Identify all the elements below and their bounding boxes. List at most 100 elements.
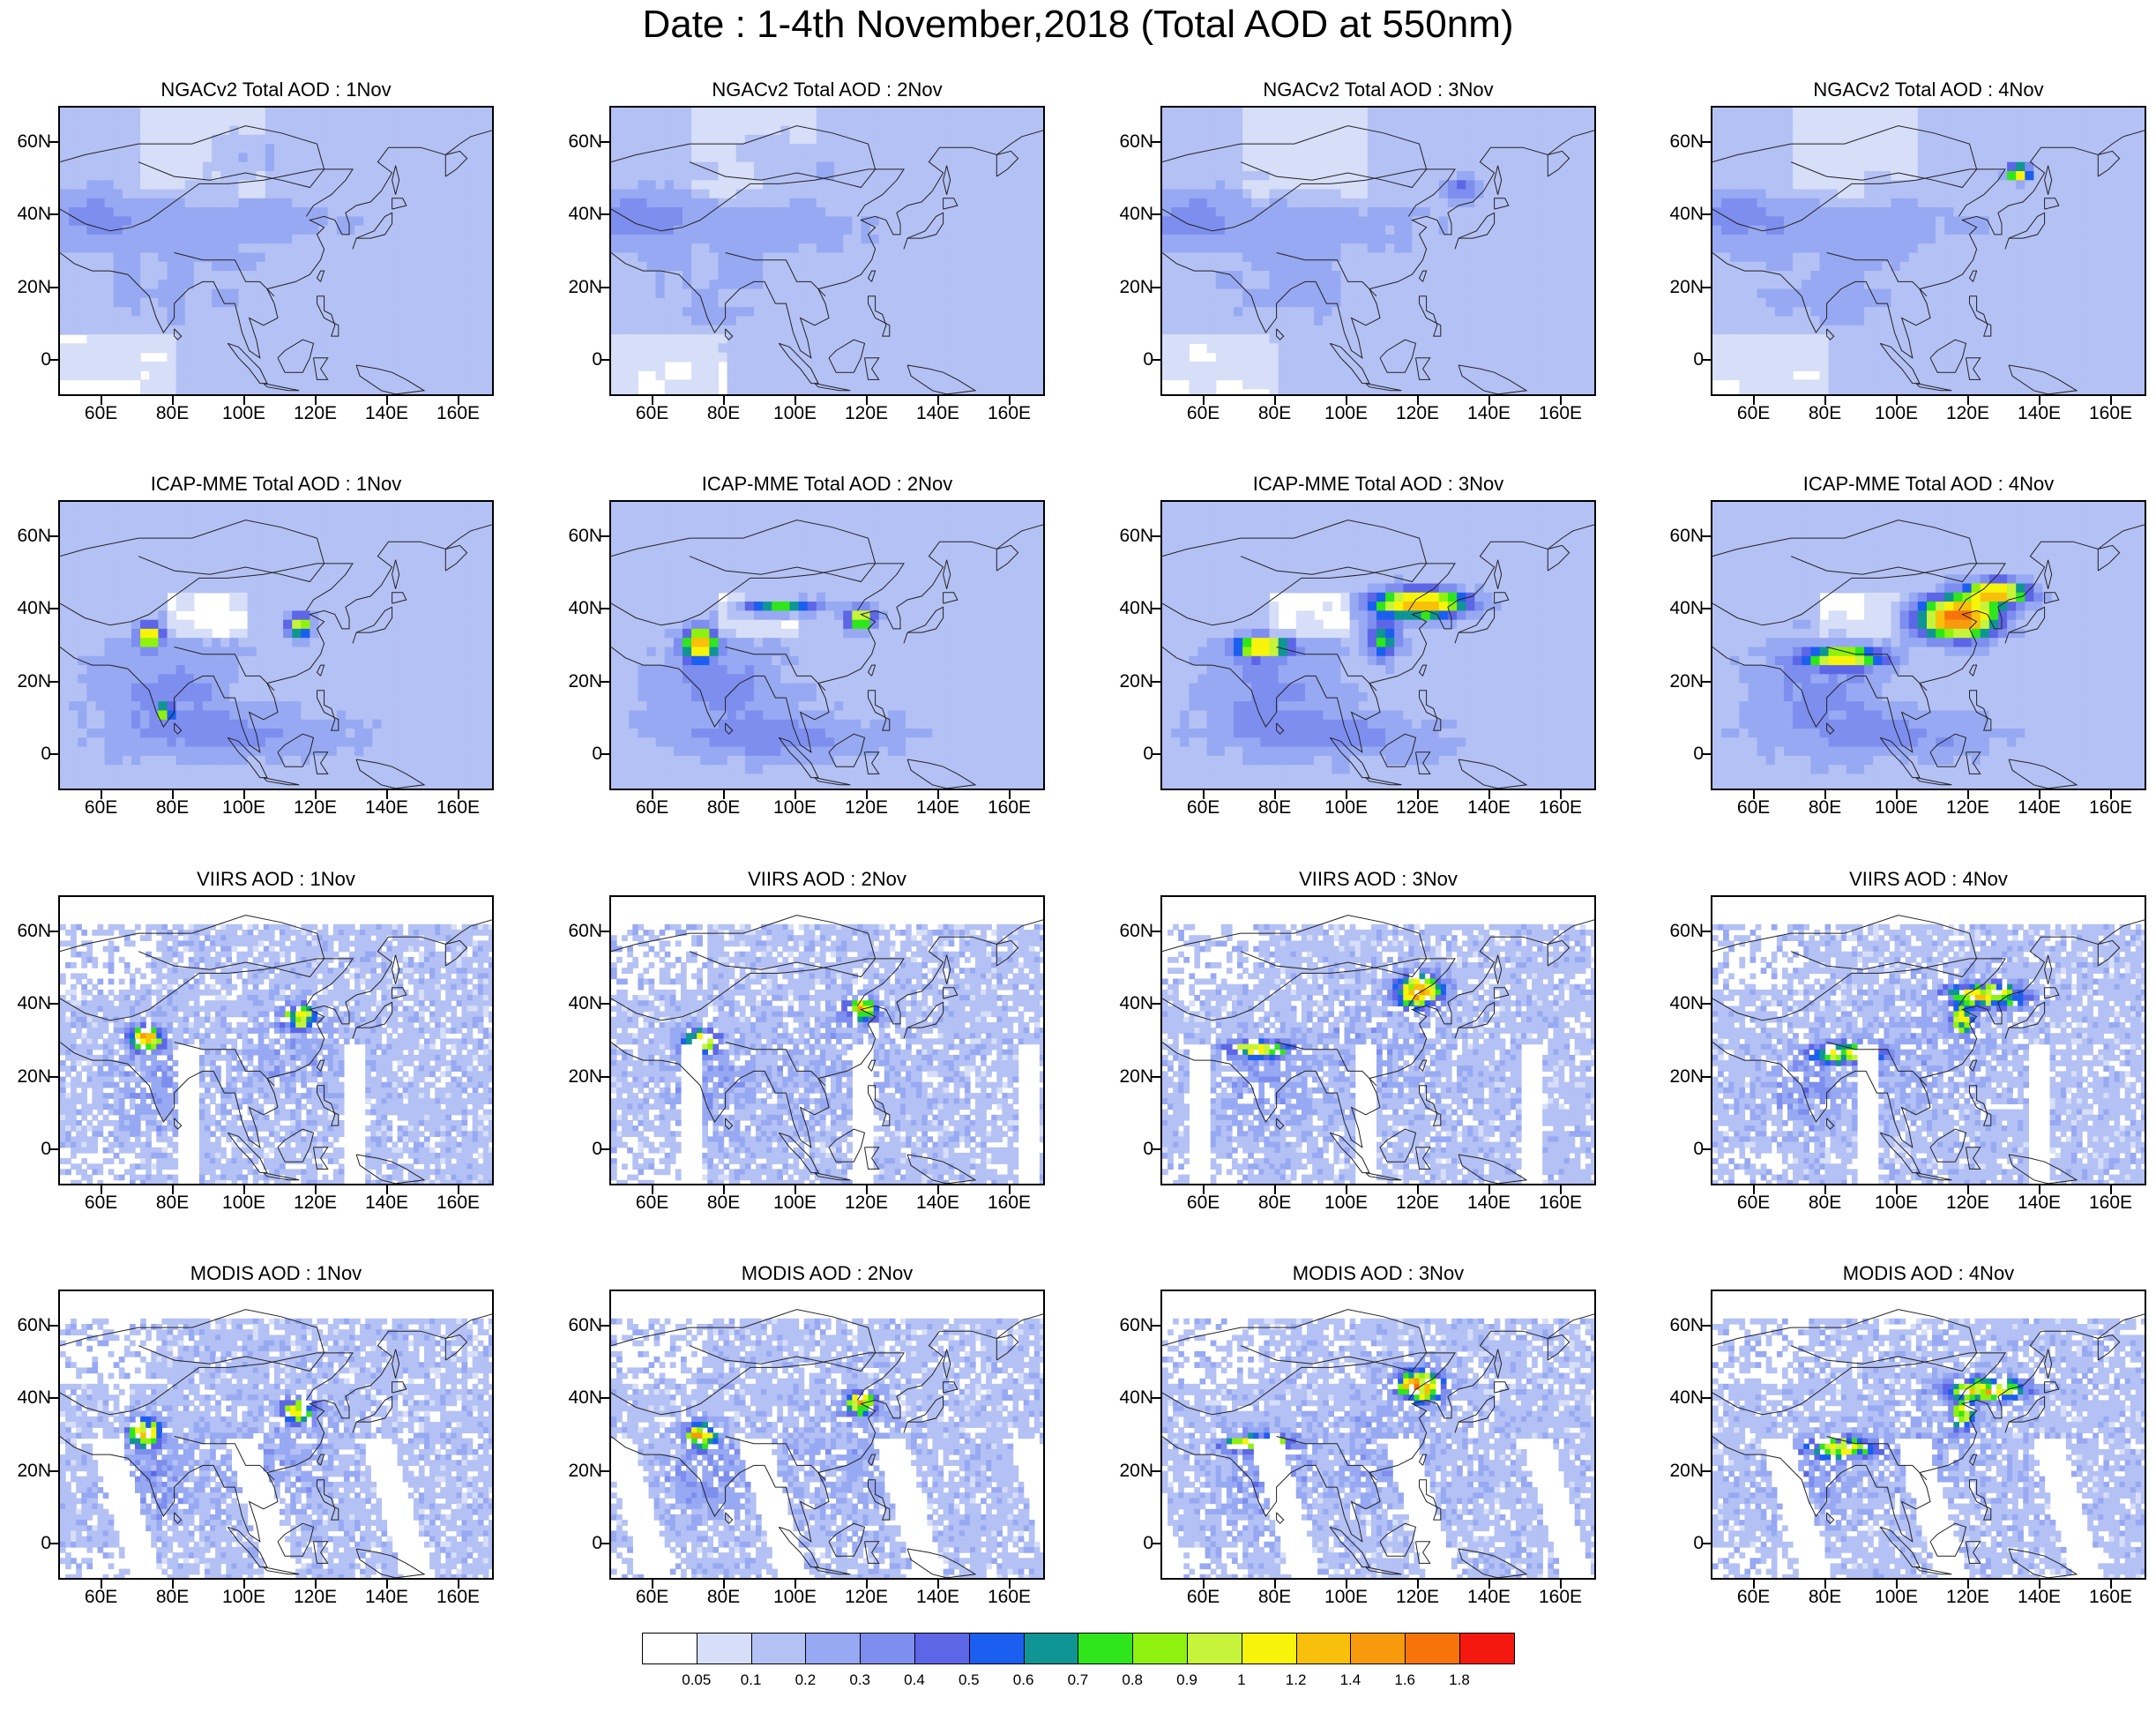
aod-cell <box>869 171 880 181</box>
aod-cell <box>611 343 621 354</box>
aod-cell <box>140 307 150 318</box>
aod-cell <box>1385 334 1395 344</box>
aod-cell <box>1421 171 1431 181</box>
aod-cell <box>709 343 720 354</box>
aod-cell <box>1466 225 1475 236</box>
aod-cell <box>735 343 746 354</box>
aod-cell <box>977 316 987 326</box>
aod-cell <box>212 307 221 318</box>
aod-cell <box>780 379 790 390</box>
aod-cell <box>995 198 1004 208</box>
aod-cell <box>399 134 409 145</box>
aod-cell <box>247 307 257 318</box>
aod-cell <box>1908 108 1919 117</box>
y-tick <box>1152 358 1160 361</box>
aod-cell <box>86 234 97 244</box>
aod-cell <box>1021 261 1032 272</box>
aod-cell <box>754 370 764 381</box>
aod-cell <box>843 252 853 263</box>
aod-cell <box>780 288 790 299</box>
aod-cell <box>763 153 772 163</box>
aod-cell <box>1251 379 1261 390</box>
aod-cell <box>283 234 293 244</box>
aod-cell <box>718 271 728 280</box>
aod-cell <box>638 325 648 335</box>
aod-cell <box>967 161 978 172</box>
aod-cell <box>426 343 436 354</box>
aod-cell <box>95 216 106 227</box>
aod-cell <box>1323 316 1332 326</box>
aod-cell <box>1537 280 1547 290</box>
aod-cell <box>1323 271 1332 280</box>
aod-cell <box>488 316 492 326</box>
aod-cell <box>381 171 392 181</box>
aod-cell <box>1518 243 1529 254</box>
aod-cell <box>212 288 221 299</box>
aod-cell <box>709 180 720 191</box>
aod-cell <box>1332 198 1341 208</box>
aod-cell <box>754 352 764 363</box>
aod-cell <box>611 297 621 308</box>
aod-cell <box>611 361 621 371</box>
aod-cell <box>149 207 159 217</box>
aod-cell <box>1837 125 1847 136</box>
aod-cell <box>1518 316 1529 326</box>
aod-cell <box>122 234 132 244</box>
aod-cell <box>452 144 463 153</box>
aod-cell <box>1323 234 1332 244</box>
aod-cell <box>1438 271 1449 280</box>
aod-cell <box>1802 144 1811 153</box>
aod-cell <box>1030 207 1041 217</box>
aod-cell <box>1340 388 1351 394</box>
aod-cell <box>212 125 221 136</box>
aod-cell <box>265 325 275 335</box>
aod-cell <box>158 325 168 335</box>
aod-cell <box>2051 134 2062 145</box>
aod-cell <box>407 388 418 394</box>
aod-cell <box>1855 134 1865 145</box>
aod-cell <box>1376 225 1386 236</box>
aod-cell <box>1563 252 1574 263</box>
x-tick-label: 60E <box>66 404 137 423</box>
aod-cell <box>1234 271 1243 280</box>
aod-cell <box>1774 144 1785 153</box>
aod-cell <box>1501 307 1511 318</box>
aod-cell <box>664 316 675 326</box>
y-tick-label: 20N <box>1108 277 1153 297</box>
aod-cell <box>735 125 746 136</box>
aod-cell <box>149 216 159 227</box>
aod-cell <box>1403 225 1413 236</box>
aod-cell <box>620 370 630 381</box>
aod-cell <box>754 207 764 217</box>
aod-cell <box>727 379 737 390</box>
aod-cell <box>789 108 800 117</box>
aod-cell <box>1278 325 1288 335</box>
aod-cell <box>301 325 310 335</box>
aod-cell <box>184 316 195 326</box>
aod-cell <box>1537 307 1547 318</box>
aod-cell <box>1215 234 1226 244</box>
aod-cell <box>825 161 835 172</box>
aod-cell <box>646 325 657 335</box>
aod-cell <box>435 261 444 272</box>
aod-cell <box>1349 171 1360 181</box>
aod-cell <box>1501 125 1511 136</box>
aod-cell <box>1563 243 1574 254</box>
aod-cell <box>691 144 701 153</box>
aod-cell <box>113 125 123 136</box>
aod-cell <box>78 189 87 199</box>
aod-cell <box>638 153 648 163</box>
aod-cell <box>763 171 772 181</box>
aod-cell <box>1314 144 1324 153</box>
aod-cell <box>807 116 817 127</box>
aod-cell <box>789 352 800 363</box>
aod-cell <box>212 198 221 208</box>
aod-cell <box>1501 297 1511 308</box>
aod-cell <box>310 334 320 344</box>
aod-cell <box>184 234 195 244</box>
aod-cell <box>1457 288 1466 299</box>
aod-cell <box>780 280 790 290</box>
aod-cell <box>780 261 790 272</box>
aod-cell <box>1162 361 1172 371</box>
aod-cell <box>1466 153 1475 163</box>
